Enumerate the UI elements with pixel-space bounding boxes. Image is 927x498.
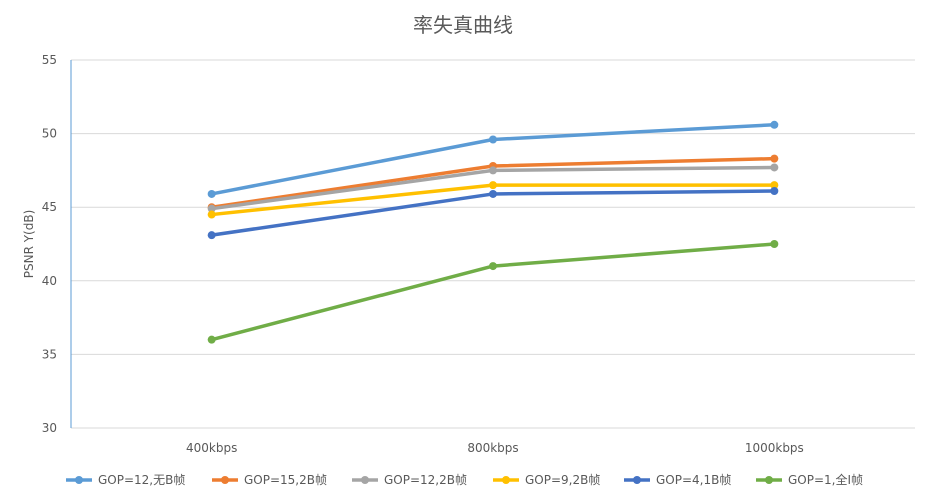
legend-label-4: GOP=9,2B帧 [525, 473, 600, 487]
series-5 [207, 187, 779, 240]
legend-item-3: GOP=12,2B帧 [352, 473, 467, 487]
series-1-point-1 [207, 189, 216, 198]
series-3-point-2 [489, 166, 497, 175]
series-4-point-2 [489, 181, 497, 190]
series-lines [207, 120, 779, 344]
series-1-point-2 [489, 135, 497, 144]
legend-swatch-marker-4 [502, 476, 510, 484]
chart-title: 率失真曲线 [413, 13, 513, 37]
y-axis-label: PSNR Y(dB) [22, 210, 36, 279]
legend-item-5: GOP=4,1B帧 [624, 473, 731, 487]
legend-item-1: GOP=12,无B帧 [66, 473, 185, 487]
y-tick-label-50: 50 [42, 127, 57, 141]
legend-swatch-marker-3 [361, 476, 369, 484]
legend-swatch-marker-2 [221, 476, 229, 484]
y-tick-label-35: 35 [42, 347, 57, 361]
y-axis-ticks: 30 35 40 45 50 55 [42, 53, 57, 435]
series-6-point-3 [770, 240, 779, 248]
series-5-point-2 [489, 189, 497, 198]
legend-swatch-marker-1 [75, 476, 83, 484]
series-4-point-3 [770, 181, 779, 190]
legend-label-1: GOP=12,无B帧 [98, 473, 185, 487]
series-1 [207, 120, 779, 198]
series-4-point-1 [207, 210, 216, 219]
series-5-point-1 [207, 231, 216, 240]
gridlines [70, 59, 915, 429]
legend-label-5: GOP=4,1B帧 [656, 473, 731, 487]
series-3-point-3 [770, 163, 779, 172]
series-6-point-2 [489, 262, 497, 271]
legend-swatch-marker-6 [765, 476, 773, 484]
series-3-point-1 [207, 204, 216, 213]
x-tick-label-1000kbps: 1000kbps [745, 441, 804, 455]
series-5-point-3 [770, 187, 779, 196]
y-tick-label-40: 40 [42, 274, 57, 288]
series-4 [207, 181, 779, 219]
x-tick-label-800kbps: 800kbps [467, 441, 518, 455]
legend-label-2: GOP=15,2B帧 [244, 473, 327, 487]
series-6 [207, 240, 779, 344]
x-tick-label-400kbps: 400kbps [186, 441, 237, 455]
series-2-point-3 [770, 154, 779, 163]
series-1-point-3 [770, 120, 779, 129]
legend-item-4: GOP=9,2B帧 [493, 473, 600, 487]
series-line-6 [209, 242, 777, 342]
legend: GOP=12,无B帧 GOP=15,2B帧 GOP=12,2B帧 GOP=9,2B帧 G… [66, 472, 863, 487]
legend-item-6: GOP=1,全I帧 [756, 472, 863, 487]
series-3 [207, 163, 779, 213]
y-tick-label-30: 30 [42, 421, 57, 435]
legend-swatch-marker-5 [633, 476, 641, 484]
legend-item-2: GOP=15,2B帧 [212, 473, 327, 487]
series-line-4 [209, 183, 777, 217]
y-tick-label-45: 45 [42, 200, 57, 214]
legend-label-6: GOP=1,全I帧 [788, 472, 863, 487]
series-6-point-1 [207, 335, 216, 344]
legend-label-3: GOP=12,2B帧 [384, 473, 467, 487]
x-axis-ticks: 400kbps 800kbps 1000kbps [186, 441, 804, 455]
y-tick-label-55: 55 [42, 53, 57, 67]
